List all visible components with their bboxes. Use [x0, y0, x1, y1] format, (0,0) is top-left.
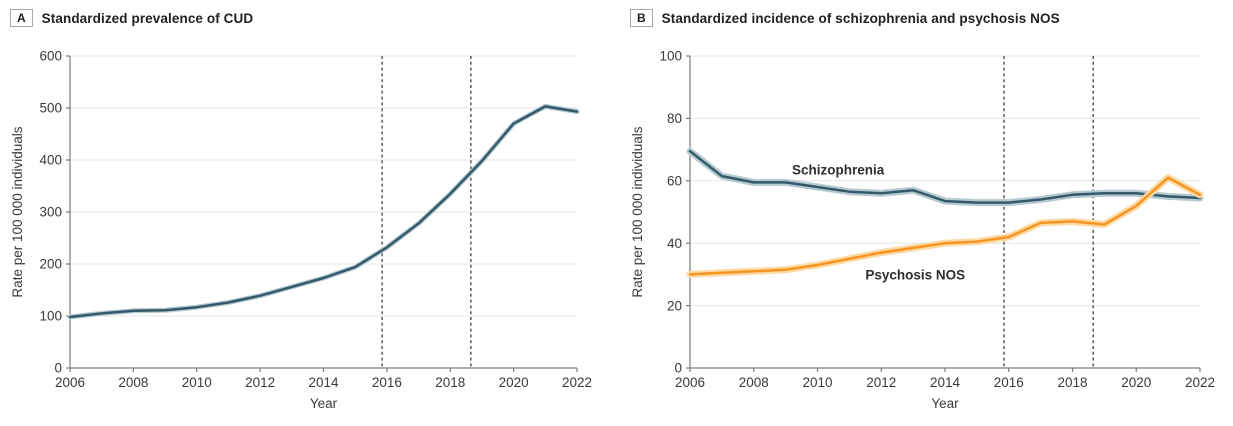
panel-b-title: B Standardized incidence of schizophreni… — [630, 9, 1060, 27]
y-tick-label: 600 — [39, 49, 62, 64]
y-tick-label: 0 — [674, 361, 682, 376]
x-tick-label: 2014 — [930, 375, 961, 390]
x-tick-label: 2008 — [739, 375, 769, 390]
x-tick-label: 2020 — [499, 375, 529, 390]
x-tick-label: 2012 — [866, 375, 896, 390]
series-label-psychosis-nos: Psychosis NOS — [865, 268, 965, 283]
x-tick-label: 2016 — [994, 375, 1024, 390]
x-tick-label: 2022 — [1185, 375, 1215, 390]
panel-a-title: A Standardized prevalence of CUD — [10, 9, 253, 27]
x-axis-title: Year — [310, 396, 338, 411]
series-line-schizophrenia — [688, 149, 1202, 204]
panel-b-letter-badge: B — [630, 9, 653, 27]
series-band-schizophrenia — [686, 147, 1204, 207]
y-tick-label: 500 — [39, 101, 62, 116]
cud-prevalence-chart: 0 100 200 300 400 500 600 2006 2008 2010 2012 2014 2… — [10, 49, 592, 411]
y-axis-title: Rate per 100 000 individuals — [630, 126, 645, 297]
panel-a-letter-badge: A — [10, 9, 33, 27]
panel-a: A Standardized prevalence of CUD 0 100 200… — [10, 9, 592, 411]
y-tick-label: 200 — [39, 257, 62, 272]
x-tick-label: 2006 — [55, 375, 85, 390]
y-tick-label: 60 — [667, 174, 682, 189]
y-tick-label: 0 — [54, 361, 62, 376]
x-tick-label: 2008 — [118, 375, 148, 390]
y-tick-label: 100 — [659, 49, 682, 64]
y-tick-label: 400 — [39, 153, 62, 168]
x-tick-label: 2020 — [1121, 375, 1151, 390]
panel-b: B Standardized incidence of schizophreni… — [620, 0, 1233, 426]
series-line-cud-prevalence — [68, 105, 579, 319]
y-tick-label: 100 — [39, 309, 62, 324]
x-axis-title: Year — [931, 396, 959, 411]
x-tick-label: 2018 — [1057, 375, 1087, 390]
series-label-schizophrenia: Schizophrenia — [792, 163, 885, 178]
x-tick-label: 2006 — [675, 375, 705, 390]
panel-a-title-text: Standardized prevalence of CUD — [41, 10, 254, 26]
x-tick-label: 2010 — [182, 375, 212, 390]
x-tick-label: 2018 — [435, 375, 465, 390]
y-tick-label: 40 — [667, 236, 682, 251]
y-tick-label: 20 — [667, 298, 682, 313]
y-tick-label: 80 — [667, 111, 682, 126]
y-axis-title: Rate per 100 000 individuals — [10, 126, 25, 297]
x-tick-label: 2016 — [372, 375, 402, 390]
y-tick-label: 300 — [39, 205, 62, 220]
x-tick-label: 2012 — [245, 375, 275, 390]
schizophrenia-psychosis-incidence-chart: 0 20 40 60 80 100 2006 2008 2010 2012 2014 2016 2018… — [630, 49, 1215, 411]
x-tick-label: 2010 — [802, 375, 832, 390]
panel-b-title-text: Standardized incidence of schizophrenia … — [661, 10, 1060, 26]
series-line-psychosis-nos — [688, 176, 1202, 276]
x-tick-label: 2014 — [308, 375, 339, 390]
x-tick-label: 2022 — [562, 375, 592, 390]
